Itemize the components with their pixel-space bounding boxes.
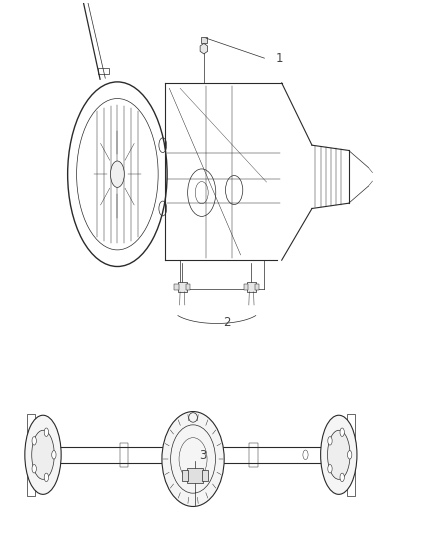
Bar: [244, 284, 248, 290]
Ellipse shape: [340, 473, 344, 482]
Ellipse shape: [32, 437, 36, 445]
Ellipse shape: [32, 430, 54, 479]
Bar: [249, 443, 258, 467]
Ellipse shape: [321, 415, 357, 494]
Bar: [201, 37, 207, 43]
Bar: [247, 282, 256, 292]
Bar: [187, 468, 203, 483]
Text: 3: 3: [200, 449, 207, 462]
Text: 2: 2: [223, 316, 231, 329]
Ellipse shape: [44, 473, 49, 482]
Bar: [202, 470, 208, 481]
Polygon shape: [200, 43, 208, 54]
Ellipse shape: [328, 465, 332, 473]
Text: 1: 1: [275, 52, 283, 64]
Bar: [174, 284, 179, 290]
Bar: [120, 443, 128, 467]
Ellipse shape: [162, 411, 224, 506]
Bar: [182, 470, 188, 481]
Bar: [98, 68, 109, 74]
Ellipse shape: [347, 450, 352, 459]
Bar: [27, 414, 35, 496]
Ellipse shape: [32, 465, 36, 473]
Ellipse shape: [52, 450, 56, 459]
Ellipse shape: [44, 428, 49, 437]
Bar: [178, 282, 187, 292]
Bar: [346, 414, 355, 496]
Ellipse shape: [110, 161, 124, 188]
Bar: [255, 284, 259, 290]
Ellipse shape: [25, 415, 61, 494]
Bar: [186, 284, 190, 290]
Ellipse shape: [328, 430, 350, 479]
Ellipse shape: [340, 428, 344, 437]
Ellipse shape: [328, 437, 332, 445]
